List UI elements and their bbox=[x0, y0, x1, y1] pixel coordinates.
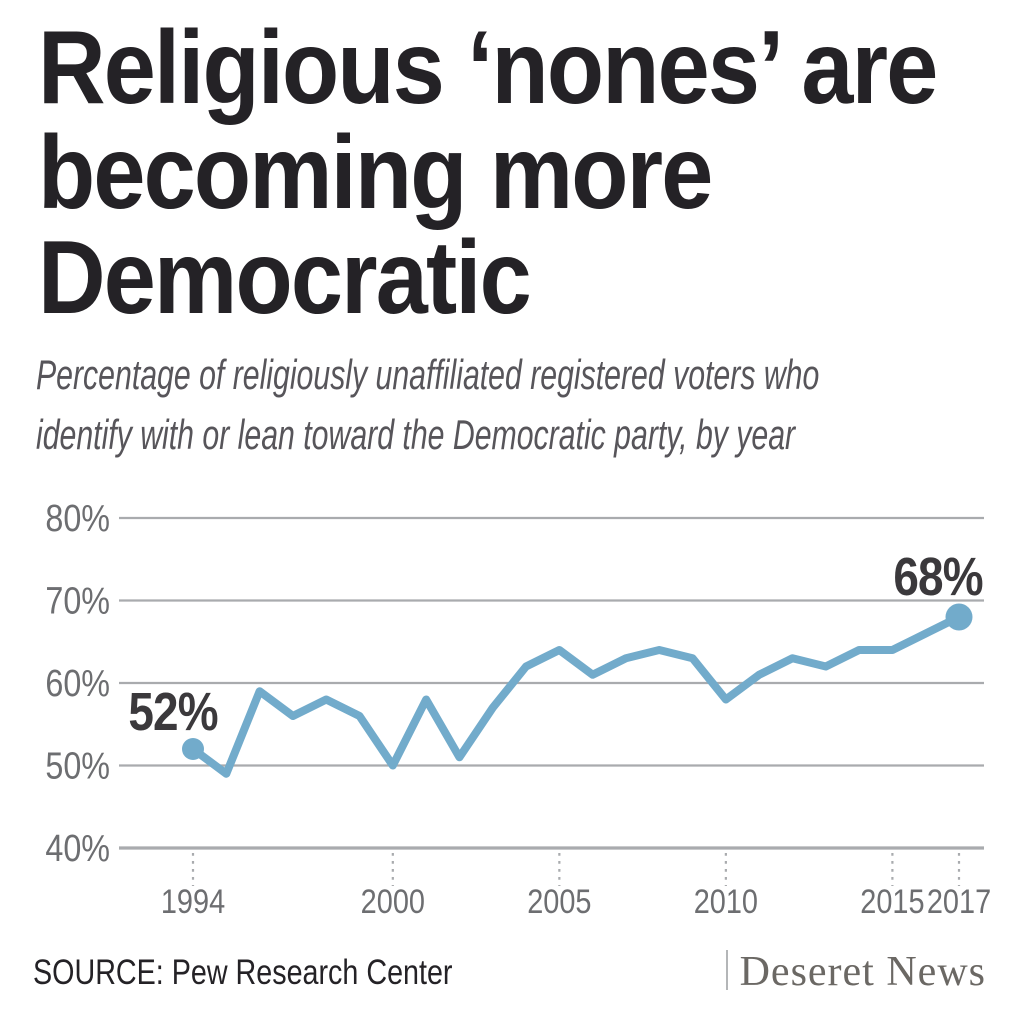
page-title: Religious ‘nones’ are becoming more Demo… bbox=[38, 16, 1024, 331]
source-label: SOURCE: Pew Research Center bbox=[33, 953, 453, 992]
footer-divider bbox=[726, 950, 728, 990]
title-line-3: Democratic bbox=[38, 220, 532, 336]
gridlines bbox=[119, 516, 984, 850]
y-axis-label: 40% bbox=[45, 828, 110, 870]
x-axis-label: 2005 bbox=[527, 882, 591, 921]
y-axis-labels: 40% 50% 60% 70% 80% bbox=[45, 498, 110, 870]
y-axis-label: 80% bbox=[45, 498, 110, 540]
x-axis-label: 2000 bbox=[361, 882, 425, 921]
value-annotation: 52% bbox=[128, 681, 218, 742]
brand-logo: Deseret News bbox=[739, 949, 986, 995]
x-axis-label: 2015 bbox=[860, 882, 924, 921]
x-axis-label: 2010 bbox=[694, 882, 758, 921]
x-axis-label: 2017 bbox=[927, 882, 991, 921]
value-annotation: 68% bbox=[893, 547, 983, 607]
x-axis-ticks bbox=[191, 853, 961, 886]
subtitle-line-2: identify with or lean toward the Democra… bbox=[36, 411, 796, 458]
trend-line bbox=[189, 613, 963, 778]
y-axis-label: 60% bbox=[45, 663, 110, 705]
chart-subtitle: Percentage of religiously unaffiliated r… bbox=[36, 345, 1024, 465]
data-point-marker bbox=[945, 603, 973, 631]
y-axis-label: 70% bbox=[45, 580, 110, 622]
title-line-2: becoming more bbox=[38, 115, 713, 231]
data-series bbox=[189, 613, 963, 778]
subtitle-line-1: Percentage of religiously unaffiliated r… bbox=[36, 351, 820, 398]
x-axis-labels: 1994 2000 2005 2010 2015 2017 bbox=[161, 882, 991, 921]
x-axis-label: 1994 bbox=[161, 882, 225, 921]
endpoint-markers bbox=[182, 603, 973, 760]
y-axis-label: 50% bbox=[45, 745, 110, 787]
title-line-1: Religious ‘nones’ are bbox=[38, 10, 938, 126]
data-point-marker bbox=[182, 738, 204, 760]
